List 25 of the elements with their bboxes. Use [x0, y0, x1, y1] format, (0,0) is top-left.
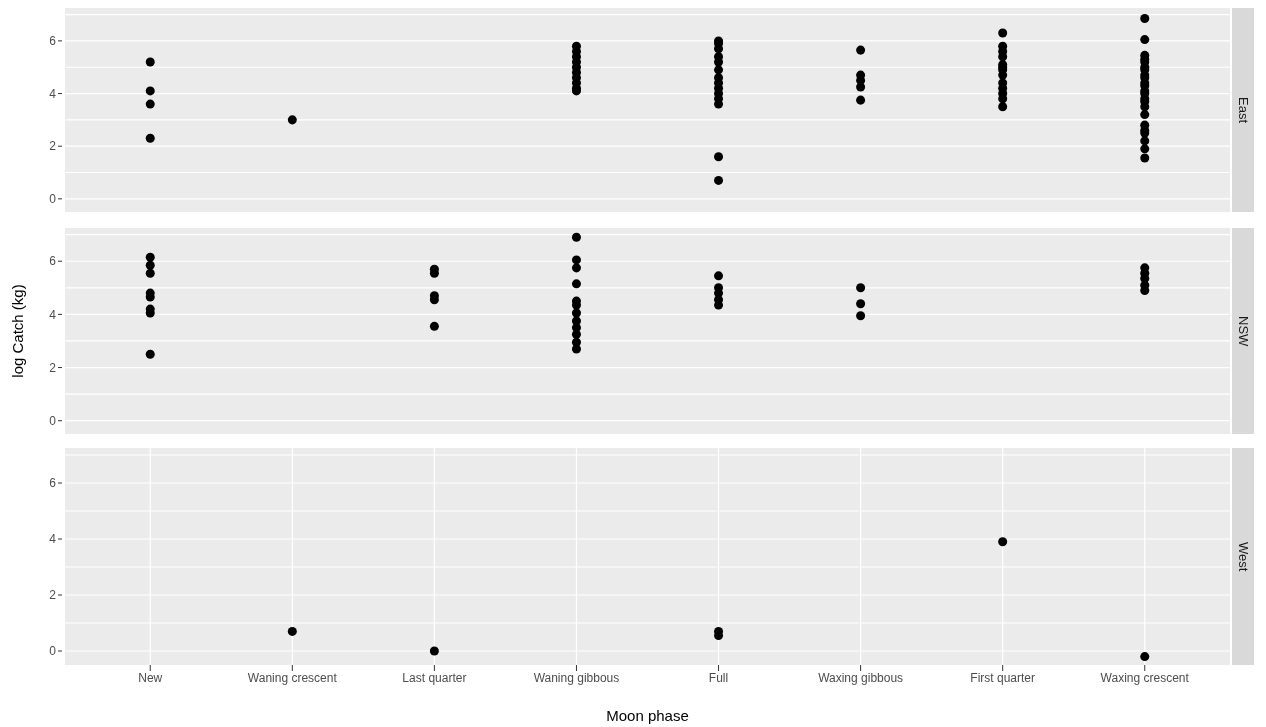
text: West [1235, 541, 1251, 572]
y-tick-label: 0 [49, 644, 57, 659]
x-tick-label: Waning gibbous [533, 670, 620, 685]
x-tick-label: New [138, 670, 163, 685]
y-axis-title: log Catch (kg) [9, 284, 27, 378]
y-tick-label: 2 [49, 139, 57, 154]
x-axis-title: Moon phase [606, 707, 689, 724]
text: East [1235, 96, 1251, 123]
y-tick-label: 0 [49, 413, 57, 428]
y-tick-label: 6 [49, 476, 57, 491]
x-tick-label: Full [708, 670, 729, 685]
x-tick-label: Waxing gibbous [818, 670, 904, 685]
y-tick-label: 2 [49, 360, 57, 375]
y-tick-label: 6 [49, 254, 57, 269]
y-tick-label: 4 [49, 86, 57, 101]
y-tick-label: 2 [49, 588, 57, 603]
y-tick-label: 4 [49, 532, 57, 547]
y-tick-label: 4 [49, 307, 57, 322]
x-tick-label: First quarter [970, 670, 1036, 685]
x-tick-label: Waning crescent [247, 670, 338, 685]
y-tick-label: 6 [49, 34, 57, 49]
y-tick-label: 0 [49, 192, 57, 207]
x-tick-label: Last quarter [402, 670, 467, 685]
x-tick-label: Waxing crescent [1100, 670, 1190, 685]
text: NSW [1235, 315, 1251, 347]
